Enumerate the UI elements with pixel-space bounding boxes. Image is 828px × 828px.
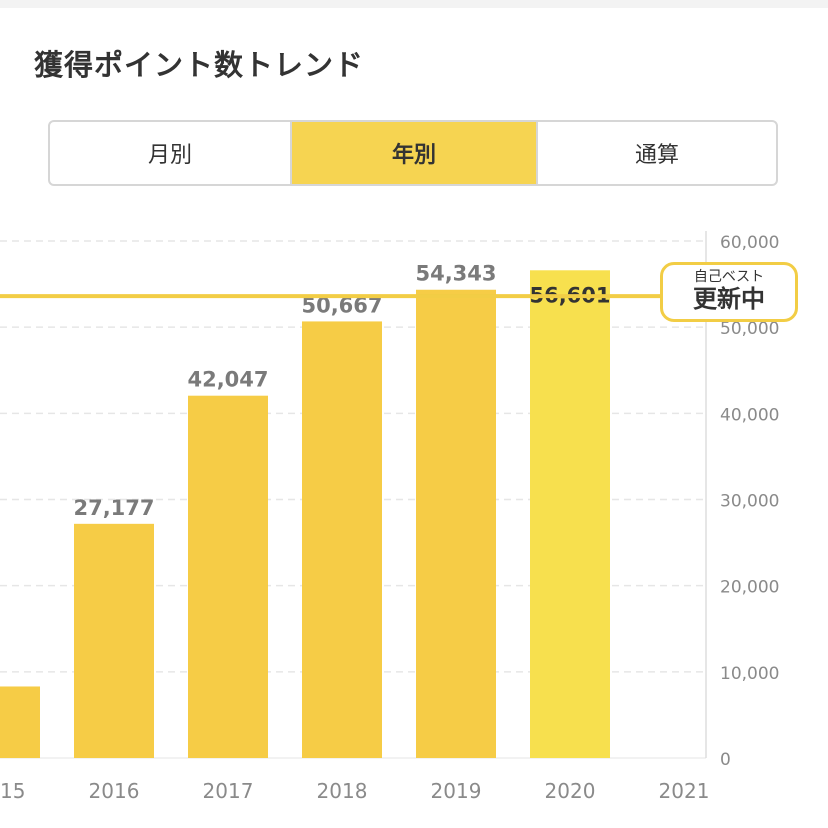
x-tick-label: 2018 xyxy=(317,779,368,803)
tab-total[interactable]: 通算 xyxy=(634,143,679,168)
y-tick-label: 30,000 xyxy=(720,492,779,512)
bar-2015 xyxy=(0,686,40,758)
value-label-2019: 54,343 xyxy=(415,262,496,286)
value-label-2017: 42,047 xyxy=(187,368,268,392)
bar-2018 xyxy=(302,321,382,758)
updating-label: 更新中 xyxy=(693,285,765,313)
bar-2020 xyxy=(530,270,610,758)
page-title: 獲得ポイント数トレンド xyxy=(34,48,365,82)
bar-2016 xyxy=(74,523,154,758)
x-tick-label: 2020 xyxy=(545,779,596,803)
y-tick-label: 20,000 xyxy=(720,578,779,598)
y-tick-label: 10,000 xyxy=(720,664,779,684)
x-tick-label: 2016 xyxy=(89,779,140,803)
bar-2017 xyxy=(188,395,268,758)
personal-best-label: 自己ベスト xyxy=(693,269,765,285)
y-tick-label: 40,000 xyxy=(720,405,779,425)
y-tick-label: 50,000 xyxy=(720,319,779,339)
value-label-2016: 27,177 xyxy=(73,496,154,520)
y-tick-label: 0 xyxy=(720,750,731,770)
period-tabs: 月別 年別 通算 xyxy=(48,120,778,186)
top-strip xyxy=(0,0,828,8)
bar-2019 xyxy=(416,289,496,758)
x-tick-label: 2019 xyxy=(431,779,482,803)
tab-yearly[interactable]: 年別 xyxy=(292,122,538,184)
x-tick-label: 2015 xyxy=(0,779,25,803)
x-tick-label: 2021 xyxy=(659,779,710,803)
tab-monthly[interactable]: 月別 xyxy=(50,122,292,184)
points-bar-chart: 0 10,000 20,000 30,000 40,000 50,000 60,000 201… xyxy=(0,231,779,803)
x-tick-label: 2017 xyxy=(203,779,254,803)
y-tick-label: 60,000 xyxy=(720,233,779,253)
personal-best-badge: 自己ベスト 更新中 xyxy=(660,262,798,322)
